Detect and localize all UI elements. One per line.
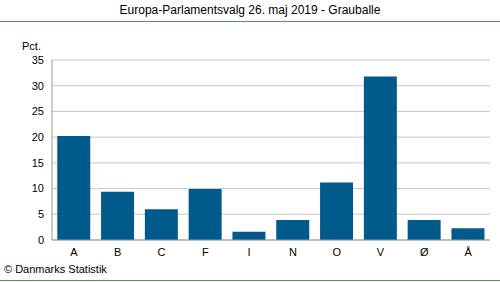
svg-text:Å: Å xyxy=(464,246,472,258)
svg-text:B: B xyxy=(114,246,121,258)
html-text:Europa-Parlamentsvalg 26. maj: Europa-Parlamentsvalg 26. maj 2019 - Gra… xyxy=(119,3,381,17)
svg-text:15: 15 xyxy=(32,157,44,169)
svg-text:5: 5 xyxy=(38,208,44,220)
svg-text:F: F xyxy=(202,246,209,258)
svg-text:N: N xyxy=(289,246,297,258)
svg-text:O: O xyxy=(332,246,341,258)
svg-text:25: 25 xyxy=(32,105,44,117)
svg-text:V: V xyxy=(377,246,385,258)
svg-text:I: I xyxy=(248,246,251,258)
svg-text:10: 10 xyxy=(32,182,44,194)
html-text:© Danmarks Statistik: © Danmarks Statistik xyxy=(4,263,107,275)
svg-text:0: 0 xyxy=(38,234,44,246)
svg-text:35: 35 xyxy=(32,54,44,66)
svg-text:20: 20 xyxy=(32,131,44,143)
svg-text:A: A xyxy=(70,246,78,258)
svg-text:30: 30 xyxy=(32,80,44,92)
svg-text:C: C xyxy=(158,246,166,258)
svg-text:Ø: Ø xyxy=(420,246,429,258)
html-text:Pct.: Pct. xyxy=(22,40,41,52)
